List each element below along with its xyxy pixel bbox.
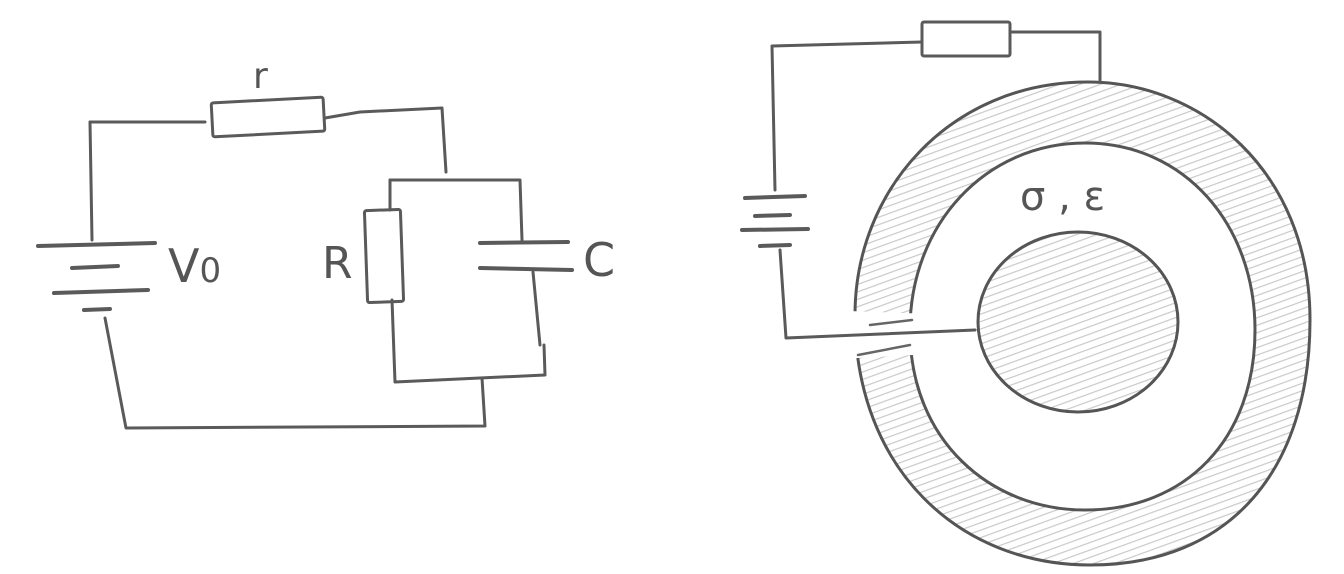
capacitor-c [478, 240, 574, 272]
label-v0: V0 [168, 239, 221, 293]
label-r: r [253, 56, 268, 97]
outer-shell-outline [853, 80, 1312, 567]
wire-left-vertical [88, 120, 94, 242]
material-label: σ , ε [1020, 174, 1105, 220]
inner-core [976, 230, 1180, 414]
label-R: R [322, 238, 353, 289]
right-figure: σ , ε [740, 20, 1312, 567]
resistor-r [209, 95, 327, 139]
wire-parallel-left [388, 178, 547, 384]
resistor-R [362, 207, 406, 305]
left-circuit: r V0 R C [36, 56, 615, 430]
battery-right [740, 194, 810, 248]
shell-gap-edges [856, 318, 914, 357]
label-C: C [583, 233, 615, 287]
wire-capacitor-bottom [531, 270, 542, 347]
battery-v0 [36, 241, 157, 312]
wire-right-bottom [778, 248, 977, 340]
wire-parallel-top [388, 178, 524, 242]
inner-shell-outline [908, 141, 1257, 512]
wire-right-top [770, 30, 1102, 192]
label-v0-main: V [168, 239, 200, 293]
resistor-right [920, 20, 1012, 58]
label-v0-subscript: 0 [199, 251, 221, 291]
outer-shell [853, 80, 1312, 567]
wire-top-left [88, 106, 448, 174]
wire-bottom-loop [103, 316, 487, 430]
